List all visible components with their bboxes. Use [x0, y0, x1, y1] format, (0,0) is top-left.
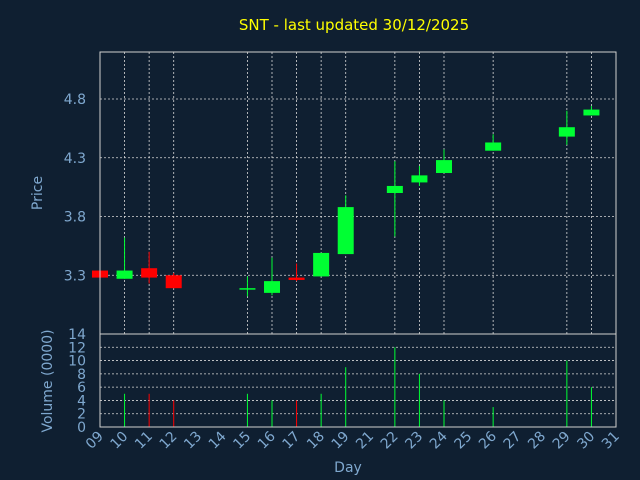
volume-tick-label: 10: [68, 354, 86, 370]
candle-body: [264, 281, 280, 293]
price-candles: [92, 106, 600, 297]
volume-tick-label: 0: [77, 420, 86, 436]
price-axis-label: Price: [30, 176, 46, 210]
x-tick-label: 19: [329, 429, 353, 453]
x-tick-label: 13: [181, 429, 205, 453]
price-tick-label: 4.3: [64, 151, 86, 167]
x-tick-label: 23: [402, 429, 426, 453]
x-axis-label: Day: [334, 460, 362, 476]
volume-tick-label: 6: [77, 380, 86, 396]
x-tick-label: 28: [525, 429, 549, 453]
price-y-ticks: 3.3 3.8 4.3 4.8: [64, 92, 86, 284]
x-tick-label: 31: [599, 429, 623, 453]
candle-body: [411, 175, 428, 183]
x-ticks: 09 10 11 12 13 14 15 16 17 18 19 21 22 23 24 25 26 27 28 29…: [83, 428, 623, 452]
candle-body: [583, 109, 600, 116]
x-tick-label: 24: [427, 428, 451, 452]
volume-tick-label: 12: [68, 340, 86, 356]
candle-body: [116, 270, 133, 279]
candle-body: [165, 275, 182, 289]
x-tick-label: 29: [550, 429, 574, 453]
chart-title: SNT - last updated 30/12/2025: [239, 16, 469, 34]
candle-body: [141, 268, 158, 278]
x-tick-label: 30: [574, 429, 598, 453]
volume-panel-frame: [99, 333, 617, 428]
volume-tick-label: 8: [77, 367, 86, 383]
x-tick-label: 25: [451, 429, 475, 453]
candle-body: [337, 207, 354, 255]
x-tick-label: 16: [255, 428, 279, 452]
candle-body: [288, 277, 305, 280]
price-tick-label: 3.8: [64, 210, 86, 226]
candle-body: [558, 127, 575, 137]
price-tick-label: 4.8: [64, 92, 86, 108]
volume-axis-label: Volume (0000): [40, 329, 56, 432]
x-tick-label: 10: [107, 429, 131, 453]
candle-body: [436, 160, 452, 174]
x-tick-label: 18: [304, 429, 328, 453]
x-tick-label: 17: [279, 429, 303, 453]
x-tick-label: 21: [353, 429, 377, 453]
candle-body: [239, 288, 256, 290]
x-tick-label: 26: [476, 428, 500, 452]
price-tick-label: 3.3: [64, 268, 86, 284]
volume-grid: [100, 346, 616, 415]
candle-body: [485, 142, 502, 151]
x-tick-label: 22: [378, 429, 402, 453]
volume-tick-label: 4: [77, 393, 86, 409]
candle-body: [313, 252, 330, 277]
price-panel-frame: [99, 51, 617, 335]
x-tick-label: 09: [83, 429, 107, 453]
x-tick-label: 15: [230, 429, 254, 453]
x-tick-label: 12: [157, 429, 181, 453]
x-tick-label: 27: [501, 429, 525, 453]
x-tick-label: 14: [206, 428, 230, 452]
price-grid: [99, 52, 616, 334]
volume-tick-label: 2: [77, 407, 86, 423]
volume-tick-label: 14: [68, 327, 86, 343]
x-tick-label: 11: [132, 429, 156, 453]
candle-body: [386, 185, 403, 193]
volume-bars: [124, 347, 592, 427]
